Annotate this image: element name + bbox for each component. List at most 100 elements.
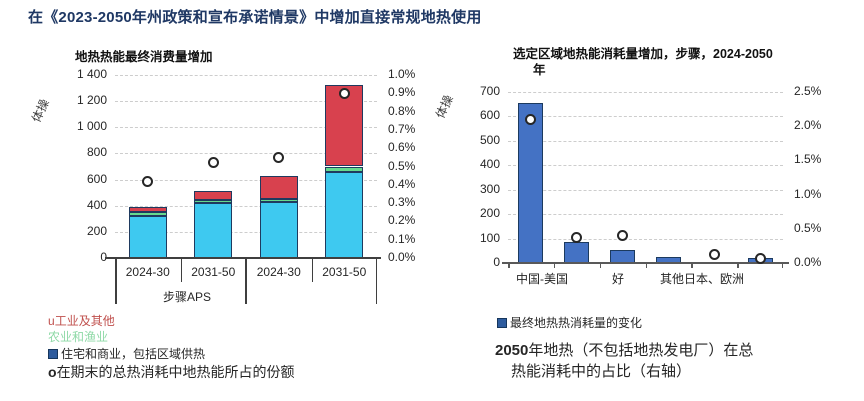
right-chart-title-text: 选定区域地热能消耗量增加，步骤， [513, 47, 714, 61]
bar-segment [194, 199, 233, 204]
x-axis-category-label: 2024-30 [125, 265, 170, 279]
bar-segment [259, 175, 298, 199]
grid-line [508, 140, 783, 142]
caption-line2: 热能消耗中的占比（右轴） [511, 363, 692, 380]
legend-label-residential: 住宅和商业，包括区域供热 [61, 347, 206, 361]
axis-group-separator [115, 258, 117, 304]
y-axis-tick-label-right: 0.5% [388, 158, 416, 173]
axis-group-separator [375, 258, 377, 304]
y-axis-tick-label-left: 100 [479, 230, 500, 245]
y-axis-tick-label-right: 0.4% [388, 176, 416, 191]
y-axis-tick-label-left: 0 [100, 250, 107, 264]
axis-tick [311, 258, 313, 282]
grid-line [508, 189, 783, 191]
y-axis-tick-label-right: 1.0% [388, 67, 416, 81]
square-icon [48, 348, 58, 359]
axis-tick [645, 263, 647, 268]
y-axis-tick-label-right: 0.2% [388, 213, 416, 228]
grid-line [115, 101, 377, 103]
axis-tick [737, 263, 739, 268]
axis-tick [781, 263, 783, 268]
legend-label-agriculture: 农业和渔业 [48, 330, 109, 344]
right-chart-caption: 2050年地热（不包括地热发电厂）在总 热能消耗中的占比（右轴） [495, 340, 835, 382]
y-axis-tick-label-left: 0 [493, 255, 500, 269]
share-marker [571, 231, 583, 243]
y-axis-tick-label-right: 0.0% [794, 255, 822, 269]
bar-segment [128, 207, 167, 213]
y-axis-tick-label-right: 1.0% [794, 186, 822, 201]
left-chart-y-axis-label: 体操 [29, 96, 52, 125]
bullet-u-icon: u [48, 314, 55, 328]
y-axis-tick-label-right: 0.9% [388, 85, 416, 100]
share-marker [708, 248, 720, 260]
grid-line [508, 238, 783, 240]
legend-label-industry: 工业及其他 [54, 314, 115, 328]
x-axis-category-label: 2031-50 [322, 265, 367, 279]
bar-segment [128, 215, 167, 258]
y-axis-tick-label-left: 400 [86, 197, 107, 212]
y-axis-tick-label-right: 1.5% [794, 152, 822, 167]
grid-line [115, 231, 377, 233]
bar-segment [259, 201, 298, 258]
group-axis-label: 步骤APS [162, 290, 211, 304]
x-axis-category-label: 其他日本、欧洲 [659, 272, 744, 286]
circle-marker-icon: o [48, 364, 57, 380]
bar-segment [564, 242, 590, 263]
grid-line [115, 179, 377, 181]
grid-line [115, 75, 377, 76]
share-marker [273, 151, 285, 163]
legend-item-final-consumption-change: 最终地热热消耗量的变化 [497, 314, 642, 331]
grid-line [508, 214, 783, 216]
y-axis-tick-label-left: 400 [479, 157, 500, 172]
grid-line [508, 92, 783, 93]
y-axis-tick-label-left: 600 [479, 108, 500, 123]
legend-item-share-marker: o在期末的总热消耗中地热能所占的份额 [48, 362, 295, 382]
y-axis-tick-label-left: 800 [86, 145, 107, 160]
y-axis-tick-label-right: 0.3% [388, 195, 416, 210]
square-icon [497, 317, 507, 328]
y-axis-tick-label-left: 700 [479, 84, 500, 98]
y-axis-tick-label-left: 1 000 [76, 119, 107, 134]
legend-item-agriculture: 农业和渔业 [48, 328, 108, 345]
right-chart-title: 选定区域地热能消耗量增加，步骤，2024-2050 年 [513, 46, 813, 78]
y-axis-tick-label-left: 200 [86, 223, 107, 238]
y-axis-tick-label-right: 0.5% [794, 220, 822, 235]
x-axis-line [105, 257, 381, 259]
axis-tick [553, 263, 556, 268]
y-axis-tick-label-right: 0.8% [388, 103, 416, 118]
y-axis-tick-label-right: 2.5% [794, 84, 822, 98]
bar-segment [325, 166, 364, 172]
y-axis-tick-label-left: 1 400 [76, 67, 107, 81]
bar-segment [194, 203, 233, 258]
y-axis-tick-label-left: 500 [479, 132, 500, 147]
share-marker [525, 113, 537, 125]
y-axis-tick-label-right: 0.1% [388, 231, 416, 246]
axis-tick [691, 263, 693, 268]
right-chart-title-years: 2024-2050 [713, 47, 773, 61]
share-marker [338, 87, 350, 99]
x-axis-category-label: 好 [611, 272, 624, 286]
x-axis-category-label: 中国-美国 [516, 272, 568, 286]
grid-line [115, 205, 377, 207]
bar-segment [259, 198, 298, 202]
grid-line [115, 153, 377, 155]
y-axis-tick-label-left: 300 [479, 181, 500, 196]
y-axis-tick-label-right: 0.0% [388, 250, 416, 264]
share-marker [142, 175, 154, 187]
page-title: 在《2023-2050年州政策和宣布承诺情景》中增加直接常规地热使用 [28, 9, 482, 26]
bar-segment [325, 171, 364, 258]
bar-segment [518, 102, 544, 263]
left-chart-title: 地热热能最终消费量增加 [75, 50, 213, 64]
legend-item-industry: u工业及其他 [48, 312, 115, 329]
right-chart-title-line2: 年 [533, 63, 546, 77]
caption-year: 2050 [495, 342, 529, 359]
grid-line [508, 116, 783, 118]
share-marker [754, 253, 766, 265]
y-axis-tick-label-left: 1 200 [76, 93, 107, 108]
share-marker [617, 230, 629, 242]
x-axis-category-label: 2031-50 [191, 265, 236, 279]
left-chart-plot-area: 0 200 400 600 800 1 000 1 200 1 400 0.0% 0.1% 0.2%… [77, 67, 415, 304]
y-axis-tick-label-right: 0.7% [388, 121, 416, 136]
y-axis-tick-label-left: 200 [479, 206, 500, 221]
